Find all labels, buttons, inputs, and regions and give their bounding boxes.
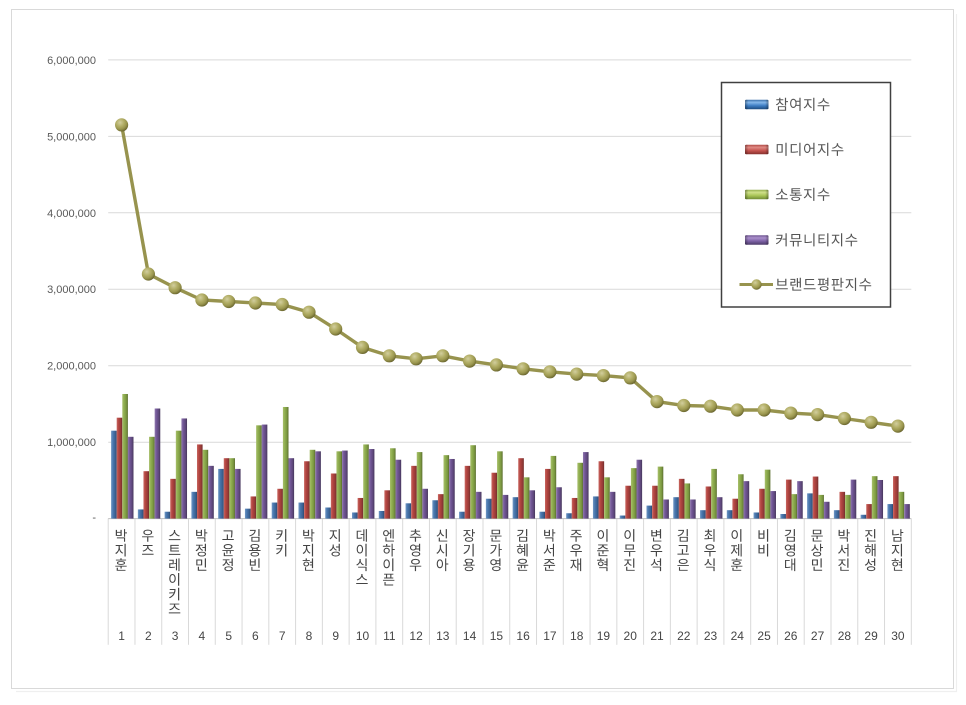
svg-text:6,000,000: 6,000,000 — [47, 55, 96, 67]
svg-text:30: 30 — [891, 629, 905, 643]
svg-text:26: 26 — [784, 629, 798, 643]
svg-text:29: 29 — [864, 629, 878, 643]
svg-text:7: 7 — [279, 629, 286, 643]
svg-text:15: 15 — [490, 629, 504, 643]
svg-text:21: 21 — [650, 629, 664, 643]
svg-text:20: 20 — [624, 629, 638, 643]
svg-text:-: - — [92, 512, 96, 524]
svg-text:5,000,000: 5,000,000 — [47, 131, 96, 143]
svg-text:16: 16 — [516, 629, 530, 643]
svg-text:19: 19 — [597, 629, 611, 643]
svg-text:1,000,000: 1,000,000 — [47, 437, 96, 449]
svg-text:5: 5 — [225, 629, 232, 643]
svg-text:14: 14 — [463, 629, 477, 643]
svg-text:28: 28 — [838, 629, 852, 643]
svg-text:25: 25 — [757, 629, 771, 643]
svg-text:22: 22 — [677, 629, 691, 643]
svg-text:2,000,000: 2,000,000 — [47, 361, 96, 373]
svg-text:13: 13 — [436, 629, 450, 643]
svg-text:27: 27 — [811, 629, 825, 643]
svg-text:1: 1 — [118, 629, 125, 643]
svg-text:23: 23 — [704, 629, 718, 643]
svg-text:18: 18 — [570, 629, 584, 643]
svg-text:11: 11 — [383, 629, 396, 643]
svg-text:9: 9 — [332, 629, 339, 643]
svg-text:24: 24 — [731, 629, 745, 643]
svg-text:3: 3 — [172, 629, 179, 643]
svg-text:10: 10 — [356, 629, 370, 643]
svg-text:3,000,000: 3,000,000 — [47, 284, 96, 296]
svg-text:12: 12 — [409, 629, 423, 643]
svg-text:4: 4 — [199, 629, 206, 643]
svg-text:17: 17 — [543, 629, 557, 643]
svg-text:2: 2 — [145, 629, 152, 643]
svg-text:4,000,000: 4,000,000 — [47, 208, 96, 220]
svg-text:8: 8 — [306, 629, 313, 643]
svg-text:6: 6 — [252, 629, 259, 643]
